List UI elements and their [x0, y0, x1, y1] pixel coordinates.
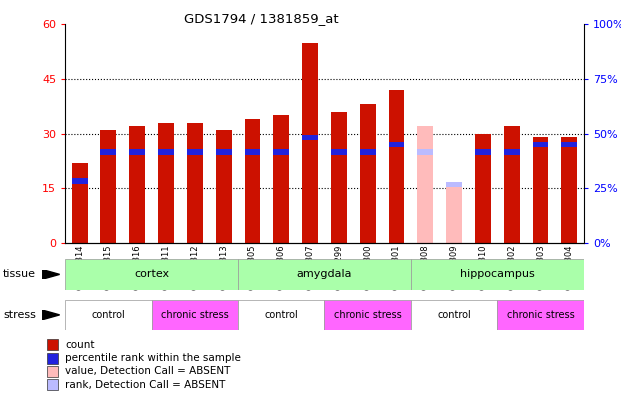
Bar [302, 134, 318, 140]
Bar [302, 43, 318, 243]
Bar [446, 182, 462, 188]
Bar [187, 149, 203, 155]
Bar [360, 104, 376, 243]
Bar [561, 137, 578, 243]
Text: stress: stress [3, 310, 36, 320]
Text: percentile rank within the sample: percentile rank within the sample [65, 353, 241, 363]
Bar [504, 149, 520, 155]
Bar [158, 123, 174, 243]
Bar [411, 259, 584, 290]
Text: hippocampus: hippocampus [460, 269, 535, 279]
Text: chronic stress: chronic stress [334, 310, 402, 320]
Bar [533, 142, 548, 147]
Text: cortex: cortex [134, 269, 169, 279]
Text: control: control [265, 310, 298, 320]
Bar [71, 178, 88, 184]
Bar [561, 142, 578, 147]
Bar [324, 300, 411, 330]
Bar [273, 115, 289, 243]
Bar [158, 149, 174, 155]
Bar [65, 300, 152, 330]
Bar [475, 134, 491, 243]
Polygon shape [42, 270, 60, 279]
Bar [215, 149, 232, 155]
Bar [152, 300, 238, 330]
Bar [101, 149, 116, 155]
Bar [215, 130, 232, 243]
Bar [360, 149, 376, 155]
Text: GDS1794 / 1381859_at: GDS1794 / 1381859_at [184, 12, 338, 25]
Bar [238, 300, 324, 330]
Text: tissue: tissue [3, 269, 36, 279]
Bar [71, 163, 88, 243]
Bar [389, 142, 404, 147]
Bar [504, 126, 520, 243]
Bar [245, 119, 260, 243]
Bar [497, 300, 584, 330]
Bar [187, 123, 203, 243]
Bar [411, 300, 497, 330]
Bar [389, 90, 404, 243]
Bar [238, 259, 411, 290]
Text: count: count [65, 340, 95, 350]
Bar [101, 130, 116, 243]
Bar [273, 149, 289, 155]
Text: amygdala: amygdala [297, 269, 352, 279]
Bar [331, 149, 347, 155]
Bar [417, 149, 433, 155]
Bar [475, 149, 491, 155]
Bar [417, 126, 433, 243]
Text: rank, Detection Call = ABSENT: rank, Detection Call = ABSENT [65, 380, 225, 390]
Text: value, Detection Call = ABSENT: value, Detection Call = ABSENT [65, 367, 230, 377]
Bar [446, 185, 462, 243]
Text: control: control [91, 310, 125, 320]
Text: control: control [437, 310, 471, 320]
Bar [129, 149, 145, 155]
Text: chronic stress: chronic stress [507, 310, 574, 320]
Bar [245, 149, 260, 155]
Bar [65, 259, 238, 290]
Bar [331, 112, 347, 243]
Bar [533, 137, 548, 243]
Bar [129, 126, 145, 243]
Text: chronic stress: chronic stress [161, 310, 229, 320]
Polygon shape [42, 310, 60, 320]
